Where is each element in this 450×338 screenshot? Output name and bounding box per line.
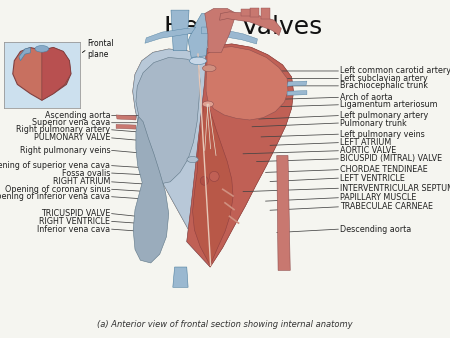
Polygon shape — [220, 12, 281, 35]
Polygon shape — [133, 49, 210, 267]
Polygon shape — [287, 91, 307, 95]
Text: Left common carotid artery: Left common carotid artery — [340, 67, 450, 75]
Ellipse shape — [200, 176, 208, 185]
Text: Right pulmonary artery: Right pulmonary artery — [16, 125, 110, 134]
Ellipse shape — [202, 65, 216, 72]
Text: (a) Anterior view of frontal section showing internal anatomy: (a) Anterior view of frontal section sho… — [97, 319, 353, 329]
Polygon shape — [188, 14, 214, 57]
Text: LEFT ATRIUM: LEFT ATRIUM — [340, 138, 391, 147]
Text: Inferior vena cava: Inferior vena cava — [37, 225, 110, 234]
Text: CHORDAE TENDINEAE: CHORDAE TENDINEAE — [340, 165, 428, 174]
Ellipse shape — [187, 156, 198, 163]
Text: INTERVENTRICULAR SEPTUM: INTERVENTRICULAR SEPTUM — [340, 184, 450, 193]
Text: Arch of aorta: Arch of aorta — [340, 93, 392, 102]
Polygon shape — [42, 48, 71, 100]
Text: Superior vena cava: Superior vena cava — [32, 118, 110, 127]
Polygon shape — [250, 8, 259, 17]
Ellipse shape — [209, 171, 219, 182]
Text: Pulmonary trunk: Pulmonary trunk — [340, 119, 406, 127]
Polygon shape — [13, 48, 71, 100]
Text: RIGHT ATRIUM: RIGHT ATRIUM — [53, 177, 110, 186]
Polygon shape — [277, 155, 290, 270]
Text: Ascending aorta: Ascending aorta — [45, 111, 110, 120]
Polygon shape — [116, 115, 136, 120]
Text: Opening of superior vena cava: Opening of superior vena cava — [0, 161, 110, 170]
Text: Right pulmonary veins: Right pulmonary veins — [20, 146, 110, 155]
Polygon shape — [145, 27, 196, 43]
Text: TRICUSPID VALVE: TRICUSPID VALVE — [41, 209, 110, 218]
Polygon shape — [136, 57, 200, 184]
Polygon shape — [241, 9, 250, 16]
Text: BICUSPID (MITRAL) VALVE: BICUSPID (MITRAL) VALVE — [340, 154, 442, 163]
Polygon shape — [173, 267, 188, 287]
Text: LEFT VENTRICLE: LEFT VENTRICLE — [340, 174, 405, 183]
Text: PAPILLARY MUSCLE: PAPILLARY MUSCLE — [340, 193, 416, 202]
Ellipse shape — [202, 101, 214, 107]
Polygon shape — [206, 47, 288, 120]
Text: Ligamentum arteriosum: Ligamentum arteriosum — [340, 100, 437, 109]
Polygon shape — [187, 44, 293, 267]
Polygon shape — [205, 8, 236, 52]
Text: Descending aorta: Descending aorta — [340, 225, 411, 234]
Polygon shape — [193, 101, 233, 265]
Polygon shape — [19, 48, 31, 61]
Text: Left pulmonary artery: Left pulmonary artery — [340, 111, 428, 120]
Text: Fossa ovalis: Fossa ovalis — [62, 169, 110, 177]
Ellipse shape — [35, 46, 49, 52]
Text: Opening of coronary sinus: Opening of coronary sinus — [4, 185, 110, 194]
Text: RIGHT VENTRICLE: RIGHT VENTRICLE — [39, 217, 110, 226]
Text: Left subclavian artery: Left subclavian artery — [340, 74, 428, 83]
Text: Frontal
plane: Frontal plane — [88, 39, 114, 59]
Text: PULMONARY VALVE: PULMONARY VALVE — [34, 134, 110, 142]
Polygon shape — [133, 117, 169, 263]
Polygon shape — [287, 81, 307, 86]
Polygon shape — [261, 8, 270, 19]
Polygon shape — [171, 10, 189, 51]
Polygon shape — [133, 44, 293, 267]
Text: AORTIC VALVE: AORTIC VALVE — [340, 146, 396, 155]
Text: Opening of inferior vena cava: Opening of inferior vena cava — [0, 192, 110, 201]
Polygon shape — [202, 27, 257, 44]
Text: Brachiocephalic trunk: Brachiocephalic trunk — [340, 81, 428, 90]
Text: TRABECULAE CARNEAE: TRABECULAE CARNEAE — [340, 202, 433, 211]
Polygon shape — [116, 124, 136, 129]
Text: Left pulmonary veins: Left pulmonary veins — [340, 130, 424, 139]
Text: Heart Valves: Heart Valves — [164, 15, 322, 39]
Ellipse shape — [189, 57, 207, 65]
